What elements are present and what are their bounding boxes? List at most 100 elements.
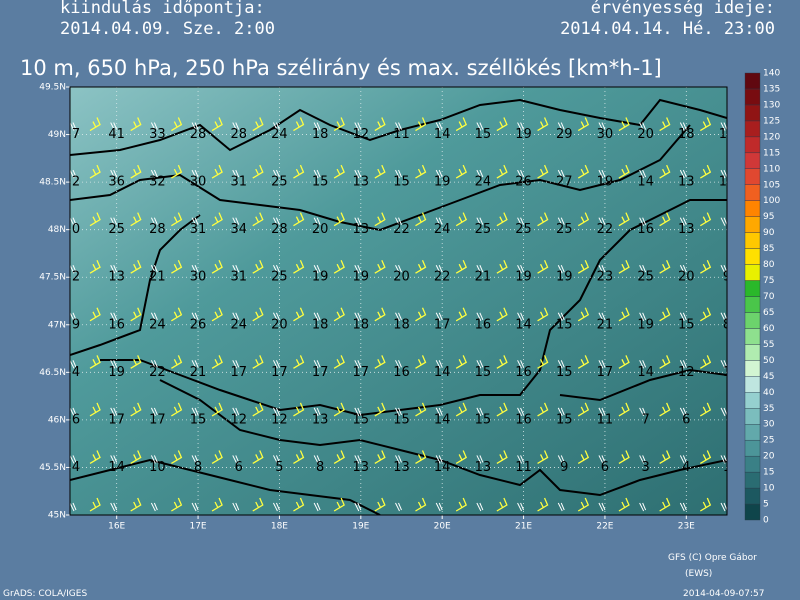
barb-upper [557,217,565,226]
gust-value: 18 [678,127,695,142]
barb-upper [679,122,687,131]
gust-value: 18 [312,127,329,142]
barb [415,259,427,274]
barb-upper [150,455,158,464]
barb-upper [598,455,606,464]
gust-value: 15 [393,175,410,190]
barb [537,212,549,227]
colorbar-label: 55 [763,340,774,350]
barb [455,307,468,322]
barb [415,164,427,179]
gust-value: 13 [678,222,695,237]
barb [455,164,468,179]
lon-label: 21E [515,522,532,532]
colorbar-cell [744,264,761,281]
barb [333,497,345,512]
barb-upper [679,169,687,179]
barb [374,117,386,132]
barb [211,117,223,132]
colorbar-cell [744,344,761,361]
colorbar-cell [744,184,761,201]
barb [171,117,183,132]
gust-value: 15 [475,365,492,380]
barb-upper [191,169,199,179]
gust-value: 31 [230,175,247,190]
gust-value: 13 [678,175,695,190]
gust-value: 6 [682,412,690,427]
colorbar-label: 90 [763,228,775,238]
gust-value: 25 [108,222,125,237]
gust-value: 19 [515,127,532,142]
colorbar-cell [744,328,761,345]
barb [171,259,183,274]
barb [577,450,590,465]
barb-upper [313,217,321,226]
barb-upper [110,502,118,512]
barb-upper [435,264,443,274]
gust-value: 19 [434,175,451,190]
gust-value: 6 [72,412,80,427]
gust-value: 28 [190,127,207,142]
barb [415,212,427,227]
gust-value: 6 [235,460,243,475]
gust-value: 20 [271,317,288,332]
barb-upper [517,455,525,464]
barb [130,307,142,322]
colorbar-cell [744,136,761,154]
barb [293,212,305,227]
gust-value: 17 [434,317,451,332]
barb [333,307,345,322]
credit-2: (EWS) [685,569,712,579]
lat-label: 45N [48,511,66,521]
gust-value: 25 [637,270,654,285]
barb-upper [232,312,240,322]
barb-upper [70,122,77,131]
barb-upper [191,264,199,274]
gust-value: 15 [190,412,207,427]
barb-upper [557,312,565,322]
barb [252,402,264,417]
barb-upper [395,455,402,464]
gust-value: 21 [190,365,207,380]
gust-value: 12 [230,412,247,427]
colorbar-label: 35 [763,404,774,414]
barb [496,164,508,179]
borders [70,98,727,515]
barb-upper [435,455,443,464]
barb [537,307,549,322]
colorbar-cell [744,88,761,106]
barb [659,355,671,369]
barb [211,497,223,512]
barb-upper [272,407,280,417]
barb [130,164,142,179]
gust-value: 12 [719,175,736,190]
barb-upper [435,217,443,226]
barb [211,307,223,322]
barb [293,355,305,369]
wind-barbs [70,117,727,512]
barb [415,117,427,132]
gust-value: 9 [560,460,568,475]
barb-upper [598,360,606,369]
gust-value: 14 [515,317,532,332]
barb [252,259,264,274]
barb [415,450,427,465]
barb-upper [191,122,199,131]
colorbar-cell [744,200,761,217]
gust-value: 17 [230,365,247,380]
gust-value: 25 [271,175,288,190]
barb-upper [110,407,118,417]
barb [333,212,345,227]
barb [699,259,712,274]
barb [89,117,101,132]
gust-value: 25 [515,222,532,237]
barb [89,164,101,179]
colorbar-cell [744,487,761,505]
barb-upper [70,407,77,417]
lon-label: 18E [271,522,288,532]
barb-upper [313,407,321,417]
barb-upper [232,264,240,274]
barb [293,164,305,179]
gust-value: 13 [353,460,370,475]
barb [252,307,264,322]
